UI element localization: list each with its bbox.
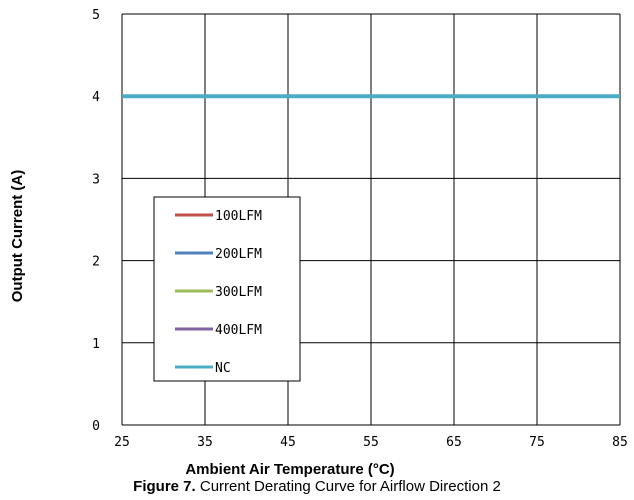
legend-label-nc: NC [215, 361, 231, 376]
legend-label-200lfm: 200LFM [215, 247, 262, 262]
x-tick-label: 75 [529, 435, 545, 450]
y-tick-label: 0 [92, 419, 100, 434]
y-tick-label: 3 [92, 172, 100, 187]
y-axis-title: Output Current (A) [9, 170, 26, 302]
y-tick-label: 2 [92, 255, 100, 270]
legend-box [153, 196, 301, 382]
x-tick-label: 55 [363, 435, 379, 450]
x-tick-label: 65 [446, 435, 462, 450]
x-tick-label: 85 [612, 435, 628, 450]
caption-label: Figure 7. [133, 478, 196, 495]
y-tick-label: 4 [92, 90, 100, 105]
x-tick-label: 45 [280, 435, 296, 450]
legend-label-400lfm: 400LFM [215, 323, 262, 338]
figure-caption: Figure 7. Current Derating Curve for Air… [0, 478, 634, 495]
caption-text: Current Derating Curve for Airflow Direc… [195, 478, 501, 495]
legend: 100LFM 200LFM 300LFM 400LFM NC [153, 196, 301, 382]
x-axis-title: Ambient Air Temperature (°C) [185, 461, 394, 478]
legend-label-100lfm: 100LFM [215, 209, 262, 224]
y-tick-label: 1 [92, 337, 100, 352]
x-tick-label: 35 [197, 435, 213, 450]
x-tick-label: 25 [114, 435, 130, 450]
legend-label-300lfm: 300LFM [215, 285, 262, 300]
y-tick-label: 5 [92, 8, 100, 23]
